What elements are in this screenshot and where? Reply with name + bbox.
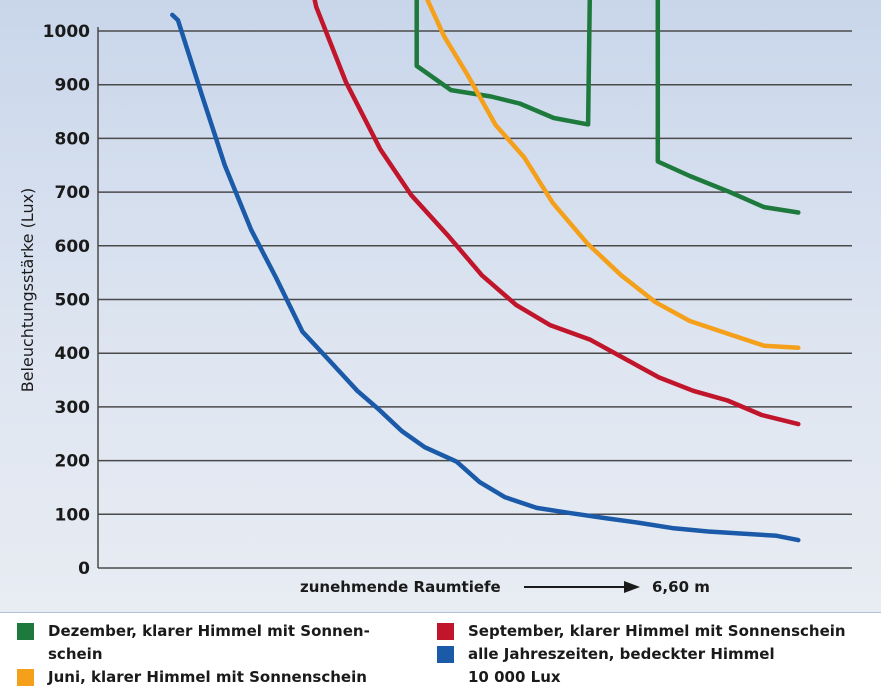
y-tick-label-400: 400 <box>55 344 91 364</box>
y-tick-label-600: 600 <box>55 237 91 257</box>
x-axis-end-label: 6,60 m <box>652 578 710 596</box>
y-tick-label-200: 200 <box>55 452 91 472</box>
legend-swatch-juni <box>17 669 34 686</box>
y-tick-label-100: 100 <box>55 505 91 525</box>
line-chart: 0 100 200 300 400 500 600 700 800 900 1000 Beleuch… <box>18 0 852 596</box>
y-tick-labels: 0 100 200 300 400 500 600 700 800 900 1000 <box>43 22 90 579</box>
y-tick-label-900: 900 <box>55 76 91 96</box>
legend-swatch-dezember <box>17 623 34 640</box>
y-tick-label-500: 500 <box>55 291 91 311</box>
y-tick-label-0: 0 <box>78 559 90 579</box>
y-tick-label-300: 300 <box>55 398 91 418</box>
legend-item-juni: Juni, klarer Himmel mit Sonnenschein <box>17 666 367 689</box>
legend-label-dezember-line2: schein <box>48 645 103 663</box>
series-line-juni-2 <box>425 0 801 351</box>
series-line-september-3 <box>312 0 801 427</box>
legend-item-dezember: Dezember, klarer Himmel mit Sonnen- sche… <box>17 620 370 666</box>
legend-label-september: September, klarer Himmel mit Sonnenschei… <box>468 622 846 640</box>
legend-label-alle-line2: 10 000 Lux <box>468 668 561 686</box>
legend-item-september: September, klarer Himmel mit Sonnenschei… <box>437 620 846 643</box>
series-lines <box>170 0 801 543</box>
grid-lines <box>97 27 852 569</box>
series-line-alle-4 <box>170 12 801 543</box>
legend-label-dezember-line1: Dezember, klarer Himmel mit Sonnen- <box>48 622 370 640</box>
legend-swatch-september <box>437 623 454 640</box>
legend: Dezember, klarer Himmel mit Sonnen- sche… <box>0 613 881 695</box>
y-axis-title: Beleuchtungsstärke (Lux) <box>18 188 37 393</box>
x-axis-arrow <box>524 581 640 593</box>
plot-area: 0 100 200 300 400 500 600 700 800 900 1000 Beleuch… <box>0 0 881 613</box>
legend-label-alle-line1: alle Jahreszeiten, bedeckter Himmel <box>468 645 775 663</box>
legend-label-juni: Juni, klarer Himmel mit Sonnenschein <box>48 668 367 686</box>
series-line-dezember-0 <box>414 0 593 127</box>
legend-swatch-alle <box>437 646 454 663</box>
x-axis-label: zunehmende Raumtiefe <box>300 578 501 596</box>
series-line-dezember-1 <box>655 0 801 215</box>
y-tick-label-800: 800 <box>55 129 91 149</box>
y-tick-label-700: 700 <box>55 183 91 203</box>
y-tick-label-1000: 1000 <box>43 22 90 42</box>
legend-item-alle: alle Jahreszeiten, bedeckter Himmel 10 0… <box>437 643 775 689</box>
